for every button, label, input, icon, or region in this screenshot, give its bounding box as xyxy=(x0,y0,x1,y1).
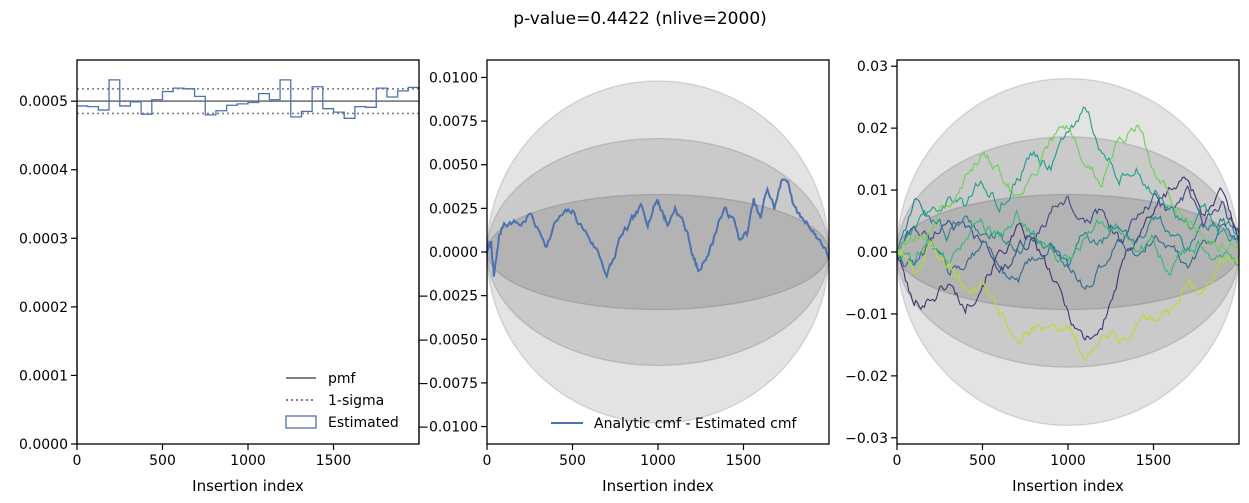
y-tick-label: −0.03 xyxy=(845,431,888,447)
y-tick-label: −0.0075 xyxy=(417,376,478,392)
y-tick-label: 0.0002 xyxy=(19,300,68,316)
y-tick-label: −0.0100 xyxy=(417,420,478,436)
y-tick-label: 0.0005 xyxy=(19,94,68,110)
y-tick-label: 0.0075 xyxy=(429,114,478,130)
cmf-difference-line xyxy=(486,178,830,280)
x-axis-label: Insertion index xyxy=(192,477,304,495)
y-tick-label: −0.0050 xyxy=(417,332,478,348)
histogram-panel: 0 500 1000 1500 0.0000 0.0001 0.0002 0.0003 0.00… xyxy=(19,59,420,495)
x-axis-label: Insertion index xyxy=(602,477,714,495)
legend-pmf-label: pmf xyxy=(328,371,357,387)
y-tick-label: −0.02 xyxy=(845,369,888,385)
figure-suptitle: p-value=0.4422 (nlive=2000) xyxy=(513,9,767,29)
y-tick-label: 0.0001 xyxy=(19,368,68,384)
random-walks-panel: 0 500 1000 1500 0.03 0.02 0.01 0.00 −0.01 −0.02 −0… xyxy=(845,59,1240,495)
plot-frame xyxy=(76,59,420,445)
walk-line-2 xyxy=(896,184,1240,274)
legend: Analytic cmf - Estimated cmf xyxy=(551,416,797,432)
y-tick-label: 0.0050 xyxy=(429,158,478,174)
y-tick-label: 0.0000 xyxy=(429,245,478,261)
walk-line-4 xyxy=(896,197,1240,269)
y-tick-label: 0.0025 xyxy=(429,201,478,217)
legend-estimated-swatch xyxy=(285,415,317,429)
x-tick-label: 1000 xyxy=(230,453,266,469)
y-tick-label: 0.03 xyxy=(857,59,888,75)
legend-estimated-label: Estimated xyxy=(328,415,399,431)
legend: pmf 1-sigma Estimated xyxy=(285,371,399,431)
x-axis-label: Insertion index xyxy=(1012,477,1124,495)
y-tick-label: 0.01 xyxy=(857,183,888,199)
walk-line-3 xyxy=(896,223,1240,291)
walk-line-8 xyxy=(896,240,1240,361)
x-tick-label: 1500 xyxy=(316,453,352,469)
x-tick-label: 1500 xyxy=(726,453,762,469)
estimated-histogram xyxy=(76,79,420,444)
walk-line-1 xyxy=(896,176,1240,342)
walk-line-7 xyxy=(896,124,1240,254)
x-tick-label: 1000 xyxy=(1050,453,1086,469)
x-tick-label: 1000 xyxy=(640,453,676,469)
legend-sigma-label: 1-sigma xyxy=(328,393,384,409)
y-tick-label: 0.0100 xyxy=(429,70,478,86)
y-tick-label: 0.0000 xyxy=(19,437,68,453)
x-tick-label: 0 xyxy=(73,453,82,469)
y-tick-label: 0.00 xyxy=(857,245,888,261)
walk-line-6 xyxy=(896,209,1240,277)
x-tick-label: 500 xyxy=(149,453,176,469)
legend-series-label: Analytic cmf - Estimated cmf xyxy=(594,416,797,432)
sigma-ellipse xyxy=(486,193,830,311)
x-tick-label: 1500 xyxy=(1136,453,1172,469)
x-tick-label: 500 xyxy=(559,453,586,469)
y-tick-label: 0.02 xyxy=(857,121,888,137)
y-tick-label: 0.0004 xyxy=(19,163,68,179)
y-tick-label: 0.0003 xyxy=(19,231,68,247)
x-tick-label: 0 xyxy=(483,453,492,469)
y-tick-label: −0.01 xyxy=(845,307,888,323)
x-tick-label: 0 xyxy=(893,453,902,469)
x-tick-label: 500 xyxy=(969,453,996,469)
y-tick-label: −0.0025 xyxy=(417,289,478,305)
sigma-ellipse xyxy=(896,193,1240,311)
cmf-difference-panel: 0 500 1000 1500 0.0100 0.0075 0.0050 0.0025 0.00… xyxy=(417,59,830,495)
